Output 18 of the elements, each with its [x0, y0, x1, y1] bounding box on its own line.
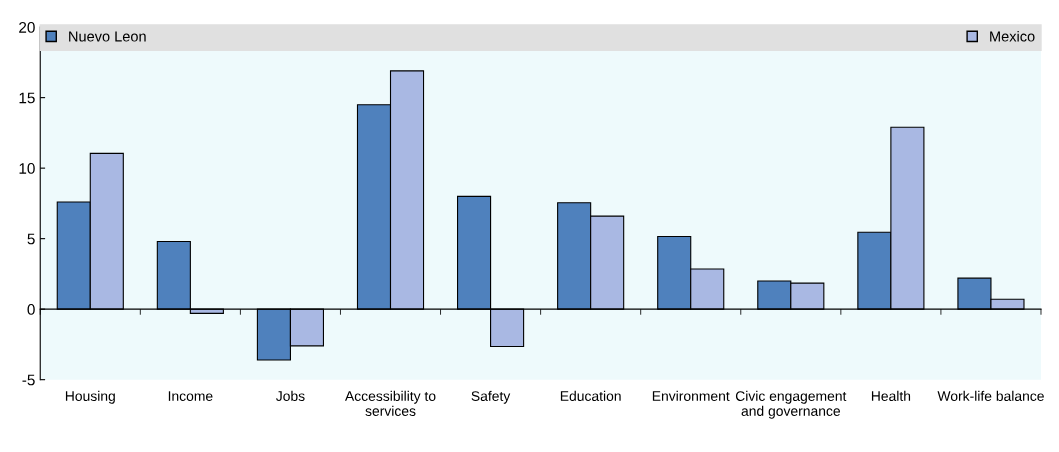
- y-tick-label: 15: [19, 92, 35, 104]
- y-tick-label: 20: [19, 21, 35, 33]
- x-tick-label: Civic engagement and governance: [735, 390, 847, 419]
- legend-label: Mexico: [990, 30, 1035, 42]
- y-tick-label: -5: [22, 374, 35, 386]
- x-tick-label: Housing: [65, 390, 115, 404]
- y-tick-label: 10: [19, 163, 35, 174]
- y-tick-label: 5: [27, 233, 35, 245]
- legend-label: Nuevo Leon: [69, 31, 146, 42]
- x-tick-label: Accessibility to services: [345, 390, 436, 416]
- x-tick-label: Environment: [652, 390, 730, 401]
- x-tick-label: Safety: [471, 390, 511, 404]
- y-tick-label: 0: [27, 304, 35, 315]
- x-tick-label: Income: [168, 391, 213, 401]
- x-tick-label: Health: [871, 390, 911, 401]
- x-tick-label: Education: [560, 390, 621, 401]
- x-tick-label: Jobs: [275, 390, 305, 401]
- x-tick-label: Work-life balance: [937, 390, 1044, 401]
